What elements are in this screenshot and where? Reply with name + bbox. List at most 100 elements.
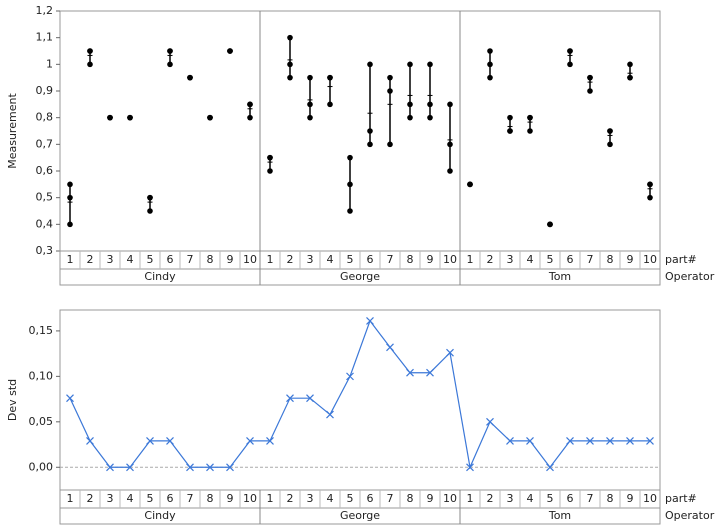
std-marker [346,372,354,381]
x-axis-label: part# [665,253,697,266]
measurement-point [467,181,473,188]
std-marker [426,368,434,377]
std-marker [606,436,614,445]
measurement-point [427,114,433,121]
part-label: 4 [527,253,534,266]
measurement-point [367,61,373,68]
std-marker [626,436,634,445]
group-axis-label: Operator [665,270,715,283]
part-label: 1 [67,492,74,505]
std-marker [206,463,214,472]
part-label: 10 [443,253,457,266]
std-marker [106,463,114,472]
operator-label: Tom [548,509,571,522]
part-label: 5 [147,253,154,266]
part-label: 6 [367,253,374,266]
part-label: 5 [347,492,354,505]
measurement-point [507,114,513,121]
part-label: 3 [107,253,114,266]
measurement-point [447,141,453,148]
measurement-point [647,194,653,201]
part-label: 9 [227,492,234,505]
std-marker [386,343,394,352]
part-label: 9 [627,492,634,505]
part-label: 8 [607,253,614,266]
measurement-point [307,74,313,81]
part-label: 7 [387,253,394,266]
y-tick-label: 0,15 [29,324,54,337]
y-tick-label: 0,4 [36,217,54,230]
measurement-point [427,61,433,68]
x-axis-label: part# [665,492,697,505]
measurement-point [587,88,593,94]
measurement-point [387,74,393,81]
part-label: 6 [367,492,374,505]
part-label: 2 [287,253,294,266]
part-label: 3 [307,253,314,266]
operator-label: George [340,509,380,522]
std-marker [326,410,334,419]
std-marker [366,316,374,325]
part-label: 1 [67,253,74,266]
std-marker [466,463,474,472]
part-label: 2 [487,253,494,266]
std-marker [186,463,194,472]
part-label: 1 [267,253,274,266]
measurement-point [647,181,653,188]
part-label: 5 [347,253,354,266]
part-label: 7 [587,492,594,505]
y-tick-label: 1,1 [36,31,54,44]
measurement-point [227,48,233,54]
measurement-point [147,194,153,201]
part-label: 4 [327,253,334,266]
measurement-point [167,48,173,54]
measurement-point [287,61,293,68]
measurement-point [527,114,533,121]
group-axis-label: Operator [665,509,715,522]
part-label: 10 [243,253,257,266]
measurement-point [287,34,293,41]
measurement-point [167,61,173,68]
part-label: 6 [567,492,574,505]
part-label: 7 [187,492,194,505]
part-label: 4 [127,492,134,505]
y-tick-label: 0,8 [36,111,54,124]
measurement-point [487,61,493,68]
measurement-point [147,208,153,214]
measurement-point [447,168,453,174]
part-label: 1 [267,492,274,505]
measurement-point [487,48,493,54]
part-label: 2 [487,492,494,505]
part-label: 2 [287,492,294,505]
measurement-point [407,101,413,108]
y-tick-label: 0,00 [29,460,54,473]
std-marker [506,436,514,445]
y-axis-label: Measurement [6,93,19,169]
std-marker [266,436,274,445]
part-label: 2 [87,253,94,266]
measurement-point [607,128,613,134]
part-label: 2 [87,492,94,505]
part-label: 5 [547,492,554,505]
measurement-point [367,141,373,148]
measurement-point [267,168,273,174]
y-tick-label: 1 [46,57,53,70]
std-marker [406,368,414,377]
part-label: 4 [327,492,334,505]
measurement-point [527,128,533,134]
std-marker [546,463,554,472]
y-tick-label: 0,5 [36,191,54,204]
measurement-point [187,74,193,81]
measurement-point [267,154,273,161]
measurement-point [87,48,93,54]
measurement-point [67,181,73,188]
measurement-point [627,74,633,81]
std-marker [126,463,134,472]
y-tick-label: 0,05 [29,415,54,428]
y-tick-label: 0,3 [36,244,54,257]
measurement-point [567,61,573,68]
std-marker [566,436,574,445]
part-label: 4 [127,253,134,266]
plot-frame [59,309,661,491]
part-label: 8 [207,253,214,266]
